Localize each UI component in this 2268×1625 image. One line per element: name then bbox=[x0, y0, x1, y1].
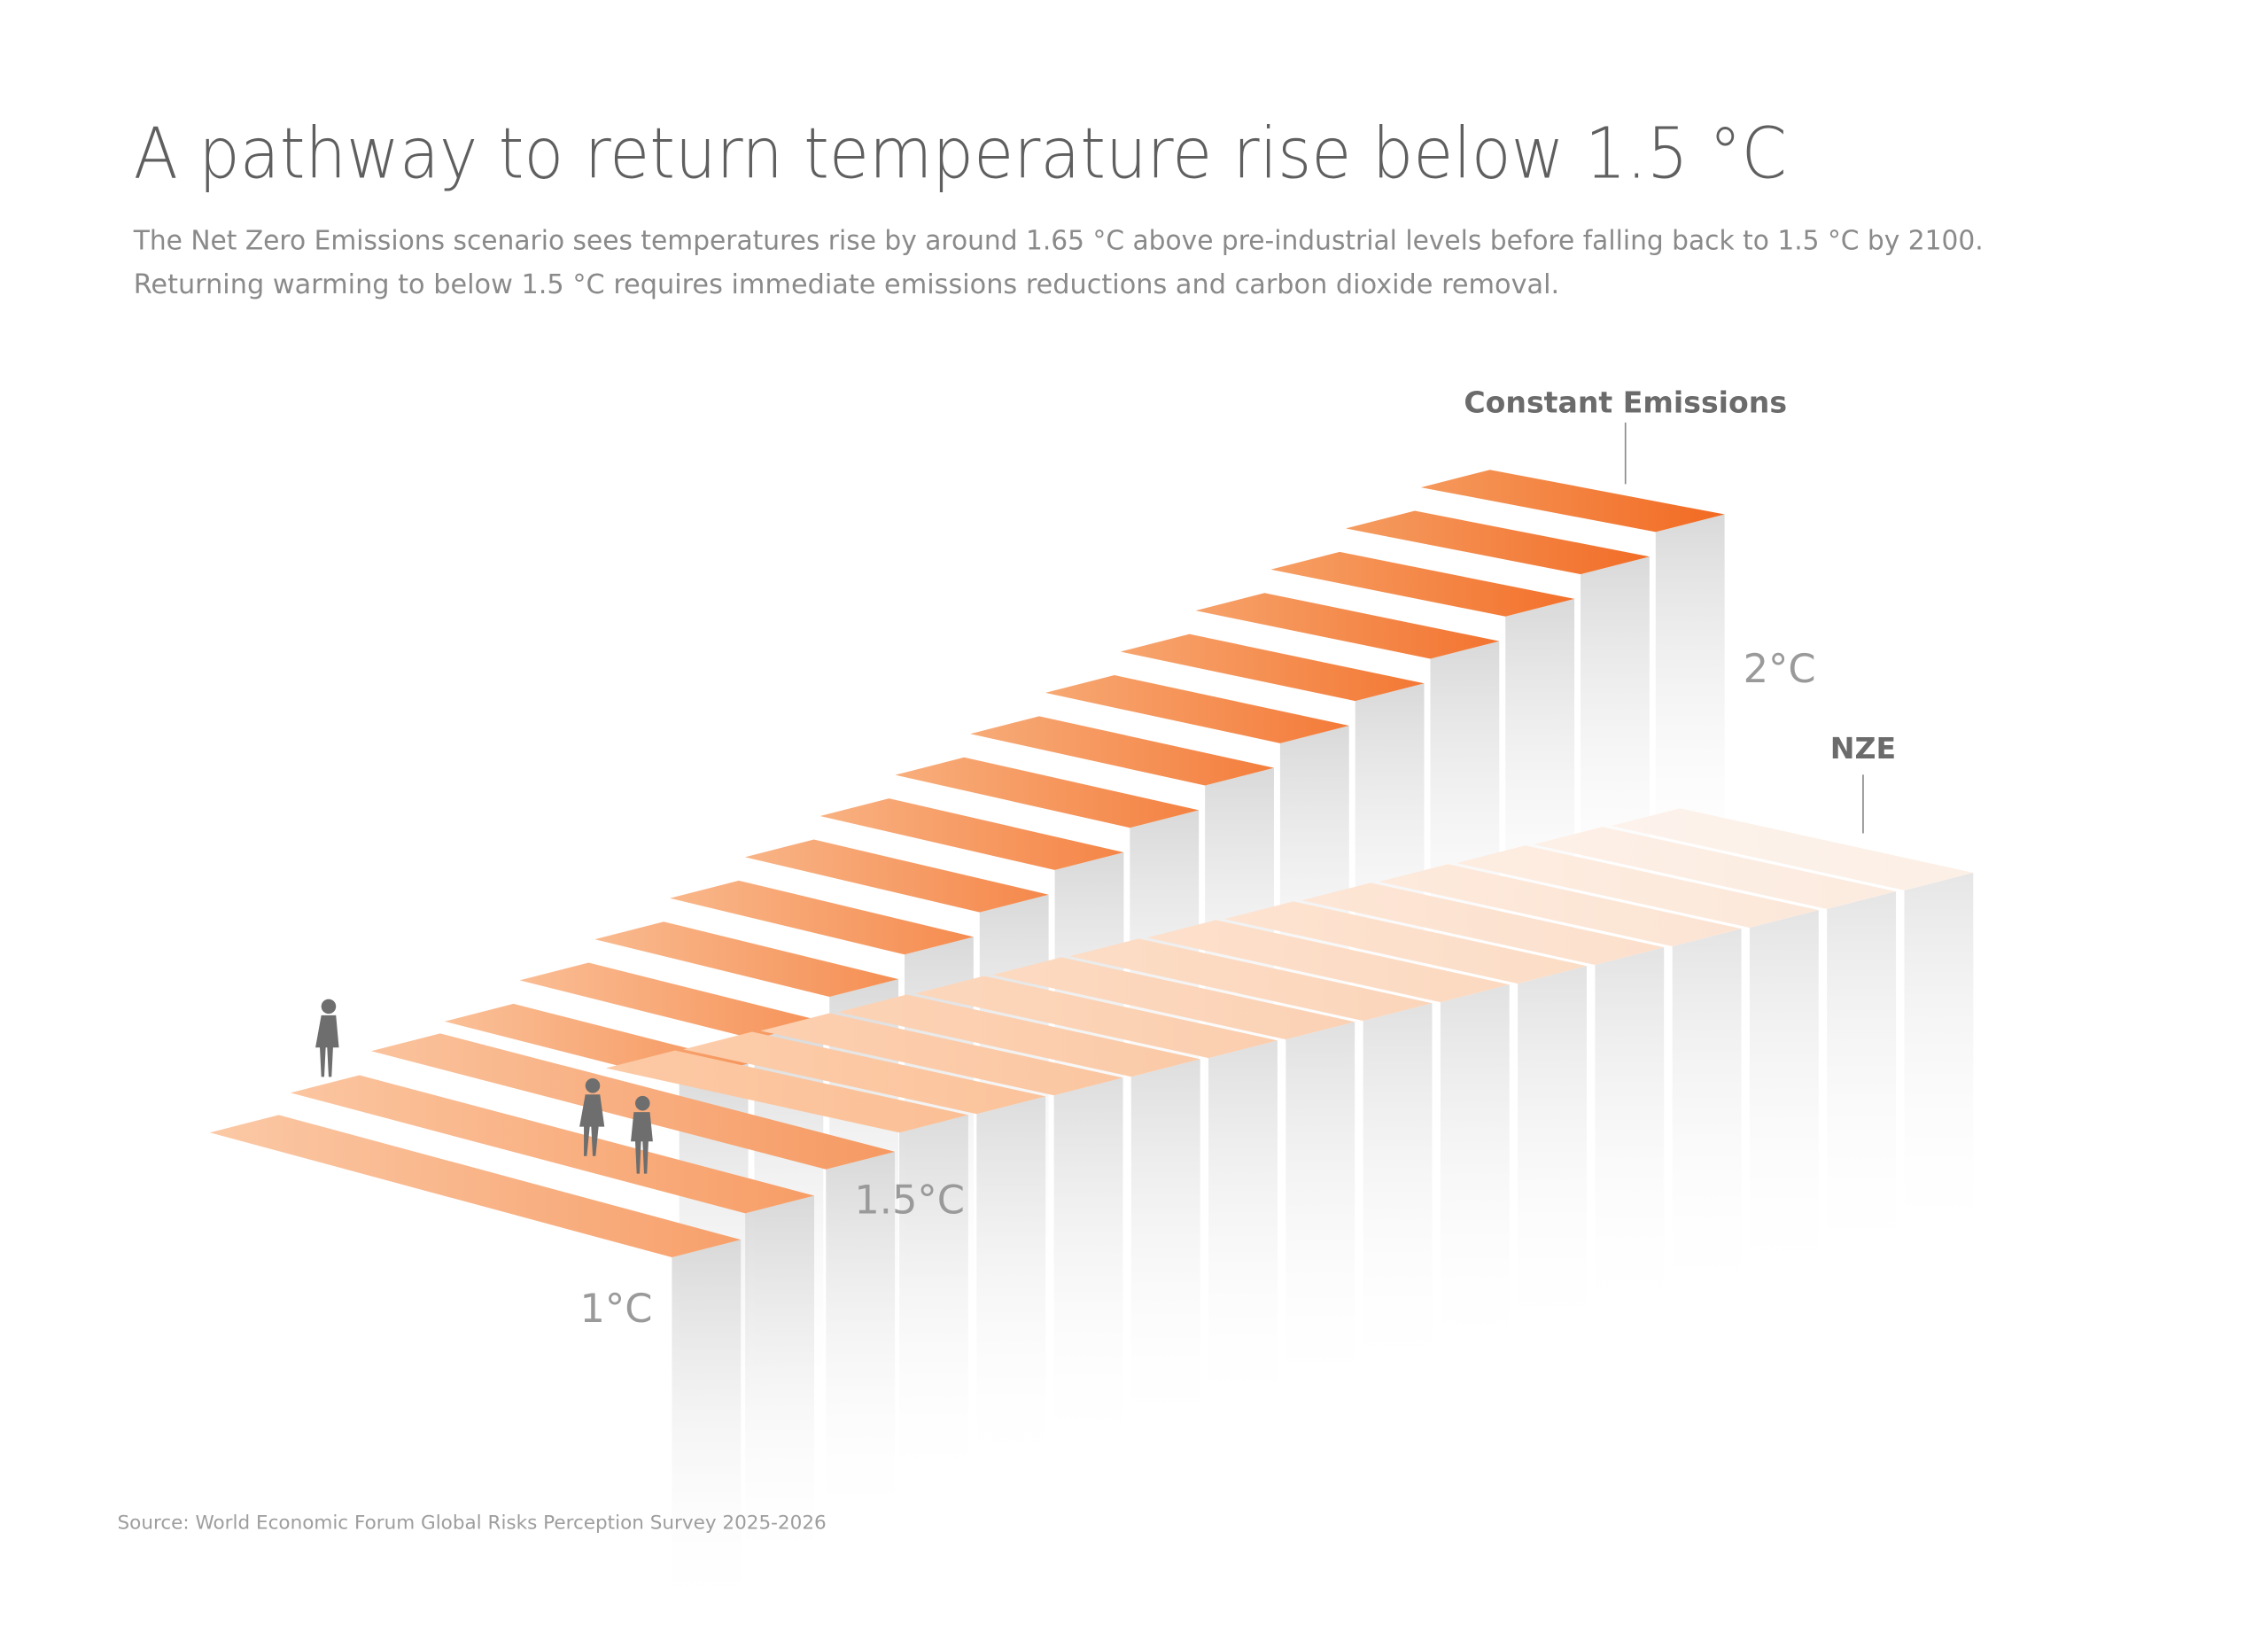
subtitle-line: Returning warming to below 1.5 °C requir… bbox=[134, 269, 1559, 300]
temperature-label: 1°C bbox=[579, 1286, 652, 1332]
riser bbox=[672, 1240, 742, 1625]
step bbox=[1456, 845, 1819, 928]
riser bbox=[976, 1096, 1046, 1496]
step bbox=[1120, 634, 1425, 702]
step bbox=[605, 1050, 968, 1133]
step bbox=[1301, 882, 1665, 966]
riser bbox=[899, 1115, 968, 1514]
riser bbox=[826, 1151, 896, 1551]
riser bbox=[745, 1195, 815, 1595]
riser bbox=[1130, 1059, 1200, 1458]
step bbox=[670, 880, 974, 955]
step bbox=[992, 957, 1355, 1040]
step bbox=[1195, 593, 1500, 659]
person bbox=[579, 1078, 605, 1156]
temperature-label: 2°C bbox=[1744, 646, 1816, 692]
temperature-label: 1.5°C bbox=[854, 1177, 965, 1223]
source: Source: World Economic Forum Global Risk… bbox=[118, 1512, 827, 1534]
subtitle-line: The Net Zero Emissions scenario sees tem… bbox=[133, 225, 1984, 256]
step bbox=[1346, 510, 1650, 575]
step bbox=[1223, 901, 1587, 984]
step bbox=[760, 1013, 1123, 1096]
step bbox=[914, 976, 1278, 1059]
riser bbox=[1363, 1003, 1433, 1403]
person bbox=[315, 999, 339, 1077]
step bbox=[1270, 551, 1575, 617]
person bbox=[631, 1095, 653, 1174]
step bbox=[1611, 808, 1974, 890]
title: A pathway to return temperature rise bel… bbox=[134, 112, 1787, 194]
step bbox=[1379, 864, 1742, 947]
riser bbox=[1904, 873, 1974, 1272]
riser bbox=[1672, 929, 1742, 1328]
riser bbox=[1595, 947, 1665, 1347]
step bbox=[1069, 938, 1433, 1022]
step bbox=[1045, 675, 1349, 743]
nze-label: NZE bbox=[1830, 731, 1896, 766]
step bbox=[209, 1115, 742, 1258]
riser bbox=[1827, 891, 1897, 1291]
step bbox=[594, 921, 899, 997]
step bbox=[290, 1075, 815, 1214]
step bbox=[895, 757, 1200, 828]
stairs bbox=[209, 470, 1974, 1625]
step bbox=[683, 1031, 1046, 1115]
riser bbox=[1285, 1022, 1355, 1421]
step bbox=[744, 839, 1049, 913]
riser bbox=[1208, 1040, 1278, 1440]
constant-emissions-label: Constant Emissions bbox=[1464, 385, 1787, 419]
step bbox=[370, 1033, 896, 1170]
riser bbox=[1749, 910, 1819, 1310]
step bbox=[519, 962, 824, 1039]
riser bbox=[1440, 984, 1510, 1384]
step bbox=[1420, 470, 1725, 533]
step bbox=[970, 716, 1274, 786]
people bbox=[315, 999, 653, 1174]
step bbox=[1146, 920, 1510, 1003]
step bbox=[819, 798, 1124, 870]
step bbox=[1534, 827, 1897, 909]
step bbox=[837, 994, 1200, 1077]
riser bbox=[1518, 966, 1587, 1365]
riser bbox=[1053, 1077, 1123, 1477]
